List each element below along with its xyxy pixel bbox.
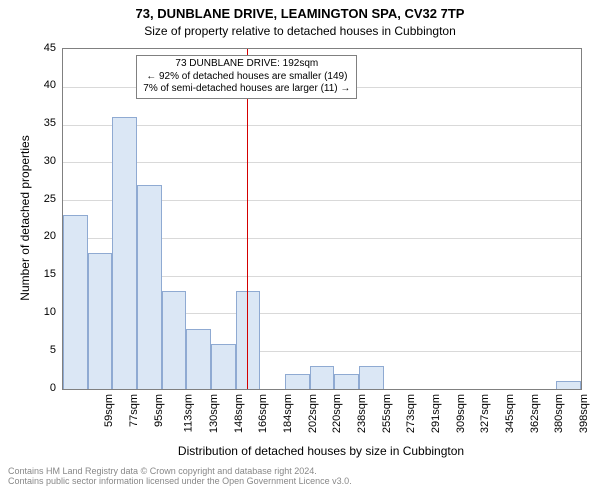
footer-line-2: Contains public sector information licen… bbox=[8, 476, 600, 486]
histogram-bar bbox=[211, 344, 236, 389]
x-tick-label: 184sqm bbox=[282, 394, 294, 433]
y-tick-label: 40 bbox=[26, 79, 56, 91]
gridline bbox=[63, 162, 581, 163]
y-axis-label: Number of detached properties bbox=[18, 48, 32, 388]
histogram-bar bbox=[310, 366, 335, 389]
x-tick-label: 327sqm bbox=[479, 394, 491, 433]
y-tick-label: 20 bbox=[26, 230, 56, 242]
x-tick-label: 77sqm bbox=[128, 394, 140, 427]
x-axis-label: Distribution of detached houses by size … bbox=[62, 444, 580, 458]
y-tick-label: 15 bbox=[26, 268, 56, 280]
chart-container: 73, DUNBLANE DRIVE, LEAMINGTON SPA, CV32… bbox=[0, 0, 600, 500]
y-tick-label: 5 bbox=[26, 344, 56, 356]
info-box-line: 73 DUNBLANE DRIVE: 192sqm bbox=[143, 58, 350, 71]
x-tick-label: 130sqm bbox=[208, 394, 220, 433]
y-tick-label: 25 bbox=[26, 193, 56, 205]
x-tick-label: 309sqm bbox=[455, 394, 467, 433]
info-box-line: 7% of semi-detached houses are larger (1… bbox=[143, 83, 350, 96]
footer: Contains HM Land Registry data © Crown c… bbox=[0, 466, 600, 486]
x-tick-label: 345sqm bbox=[504, 394, 516, 433]
x-tick-label: 238sqm bbox=[356, 394, 368, 433]
x-tick-label: 273sqm bbox=[405, 394, 417, 433]
chart-title: 73, DUNBLANE DRIVE, LEAMINGTON SPA, CV32… bbox=[0, 6, 600, 21]
x-tick-label: 59sqm bbox=[103, 394, 115, 427]
histogram-bar bbox=[162, 291, 187, 389]
footer-line-1: Contains HM Land Registry data © Crown c… bbox=[8, 466, 600, 476]
histogram-bar bbox=[88, 253, 113, 389]
x-tick-label: 255sqm bbox=[381, 394, 393, 433]
x-tick-label: 380sqm bbox=[553, 394, 565, 433]
histogram-bar bbox=[359, 366, 384, 389]
x-tick-label: 291sqm bbox=[430, 394, 442, 433]
marker-line bbox=[247, 49, 248, 389]
histogram-bar bbox=[137, 185, 162, 389]
x-tick-label: 166sqm bbox=[257, 394, 269, 433]
x-tick-label: 148sqm bbox=[233, 394, 245, 433]
x-tick-label: 113sqm bbox=[183, 394, 195, 432]
histogram-bar bbox=[285, 374, 310, 389]
y-tick-label: 0 bbox=[26, 382, 56, 394]
y-tick-label: 35 bbox=[26, 117, 56, 129]
x-tick-label: 220sqm bbox=[331, 394, 343, 433]
histogram-bar bbox=[236, 291, 261, 389]
y-tick-label: 30 bbox=[26, 155, 56, 167]
histogram-bar bbox=[63, 215, 88, 389]
histogram-bar bbox=[186, 329, 211, 389]
x-tick-label: 362sqm bbox=[529, 394, 541, 433]
y-tick-label: 45 bbox=[26, 42, 56, 54]
y-tick-label: 10 bbox=[26, 306, 56, 318]
histogram-bar bbox=[556, 381, 581, 389]
info-box-line: ← 92% of detached houses are smaller (14… bbox=[143, 71, 350, 84]
histogram-bar bbox=[334, 374, 359, 389]
gridline bbox=[63, 125, 581, 126]
histogram-bar bbox=[112, 117, 137, 389]
marker-info-box: 73 DUNBLANE DRIVE: 192sqm← 92% of detach… bbox=[136, 55, 357, 99]
x-tick-label: 398sqm bbox=[578, 394, 590, 433]
plot-area: 73 DUNBLANE DRIVE: 192sqm← 92% of detach… bbox=[62, 48, 582, 390]
x-tick-label: 202sqm bbox=[307, 394, 319, 433]
chart-subtitle: Size of property relative to detached ho… bbox=[0, 24, 600, 38]
x-tick-label: 95sqm bbox=[153, 394, 165, 427]
